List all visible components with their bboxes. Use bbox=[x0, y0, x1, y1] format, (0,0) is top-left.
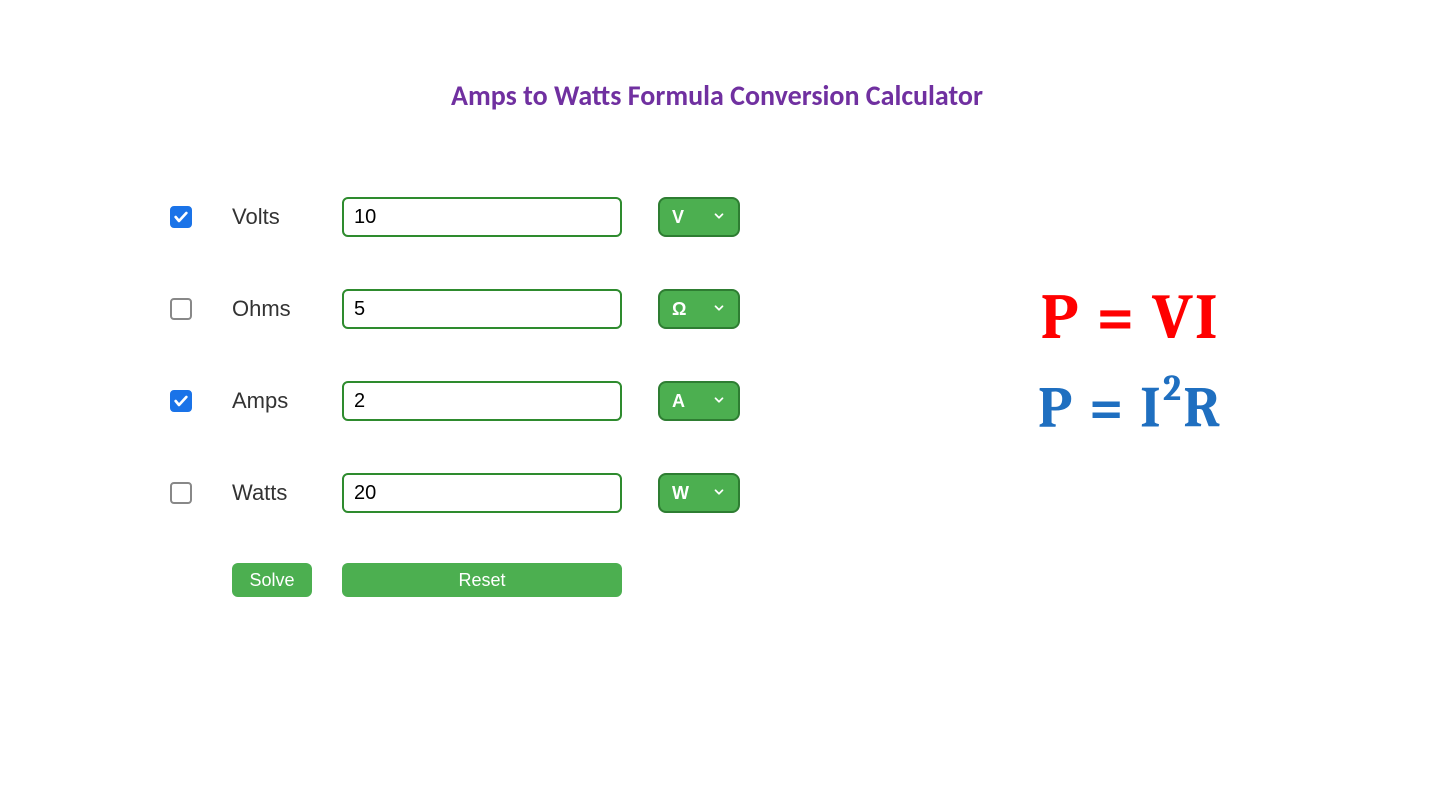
input-watts[interactable] bbox=[342, 473, 622, 513]
calculator-form: Volts V Ohms Ω Amps A bbox=[170, 195, 740, 597]
unit-select-volts[interactable]: V bbox=[658, 197, 740, 237]
formula2-base: P = I bbox=[1038, 374, 1163, 441]
label-volts: Volts bbox=[232, 204, 342, 230]
reset-button[interactable]: Reset bbox=[342, 563, 622, 597]
unit-select-watts[interactable]: W bbox=[658, 473, 740, 513]
check-icon bbox=[173, 209, 189, 225]
checkbox-amps[interactable] bbox=[170, 390, 192, 412]
formula-p-equals-vi: P = VI bbox=[940, 280, 1320, 354]
chevron-down-icon bbox=[712, 207, 726, 228]
unit-select-ohms[interactable]: Ω bbox=[658, 289, 740, 329]
formula2-exponent: 2 bbox=[1163, 368, 1183, 409]
checkbox-ohms[interactable] bbox=[170, 298, 192, 320]
unit-text-ohms: Ω bbox=[672, 299, 686, 320]
solve-button[interactable]: Solve bbox=[232, 563, 312, 597]
formula-p-equals-i2r: P = I2R bbox=[940, 374, 1320, 441]
label-amps: Amps bbox=[232, 388, 342, 414]
row-watts: Watts W bbox=[170, 471, 740, 515]
chevron-down-icon bbox=[712, 299, 726, 320]
row-ohms: Ohms Ω bbox=[170, 287, 740, 331]
unit-text-volts: V bbox=[672, 207, 684, 228]
chevron-down-icon bbox=[712, 483, 726, 504]
input-ohms[interactable] bbox=[342, 289, 622, 329]
input-volts[interactable] bbox=[342, 197, 622, 237]
check-icon bbox=[173, 393, 189, 409]
buttons-row: Solve Reset bbox=[232, 563, 740, 597]
checkbox-watts[interactable] bbox=[170, 482, 192, 504]
row-volts: Volts V bbox=[170, 195, 740, 239]
unit-text-watts: W bbox=[672, 483, 689, 504]
label-watts: Watts bbox=[232, 480, 342, 506]
unit-select-amps[interactable]: A bbox=[658, 381, 740, 421]
checkbox-volts[interactable] bbox=[170, 206, 192, 228]
formula-panel: P = VI P = I2R bbox=[940, 280, 1320, 441]
chevron-down-icon bbox=[712, 391, 726, 412]
formula2-after: R bbox=[1183, 374, 1222, 441]
page-title: Amps to Watts Formula Conversion Calcula… bbox=[0, 78, 1434, 113]
label-ohms: Ohms bbox=[232, 296, 342, 322]
unit-text-amps: A bbox=[672, 391, 685, 412]
input-amps[interactable] bbox=[342, 381, 622, 421]
row-amps: Amps A bbox=[170, 379, 740, 423]
